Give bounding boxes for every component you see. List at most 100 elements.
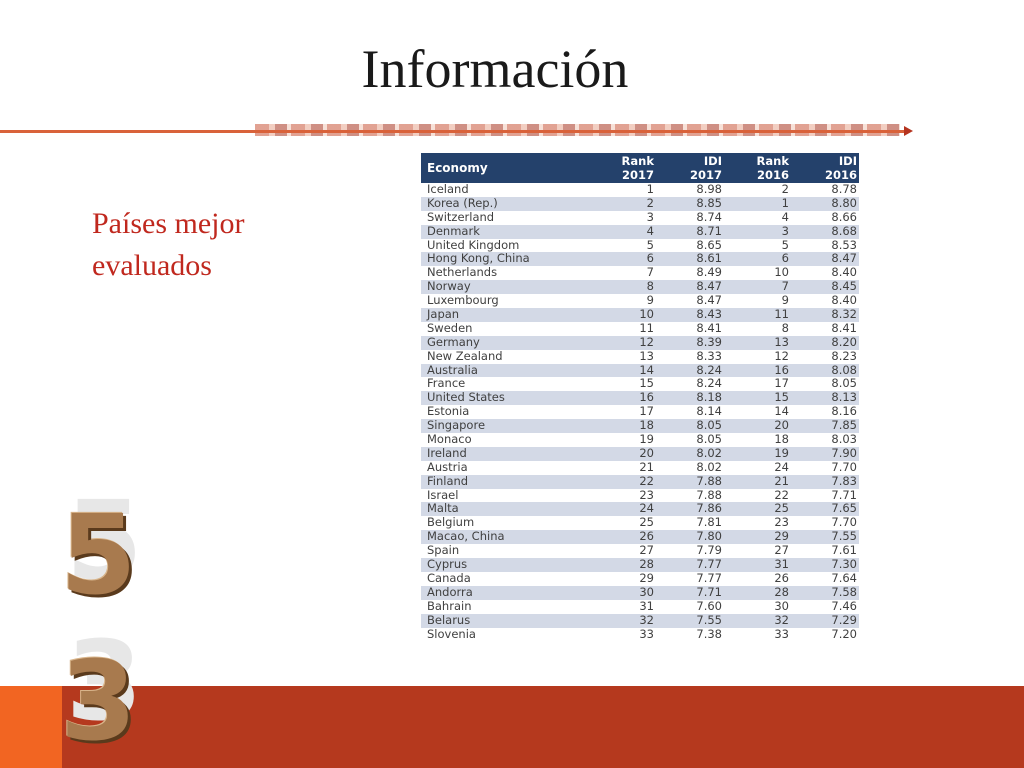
cell-rank-2017: 20: [639, 445, 654, 460]
cell-rank-2016: 18: [774, 432, 789, 447]
cell-idi-2016: 7.83: [831, 473, 857, 488]
cell-economy: Finland: [427, 474, 469, 488]
digit-three: 3: [60, 637, 137, 765]
cell-economy: Andorra: [427, 585, 473, 599]
table-row: Bahrain 31 7.60 30 7.46: [421, 598, 859, 614]
cell-rank-2016: 23: [774, 515, 789, 530]
cell-economy: Macao, China: [427, 530, 505, 544]
table-row: Korea (Rep.) 2 8.85 1 8.80: [421, 195, 859, 211]
cell-rank-2016: 8: [781, 320, 789, 335]
table-row: Sweden 11 8.41 8 8.41: [421, 320, 859, 336]
table-row: Netherlands 7 8.49 10 8.40: [421, 265, 859, 281]
cell-idi-2016: 7.29: [831, 612, 857, 627]
cell-economy: Ireland: [427, 446, 467, 460]
cell-rank-2017: 15: [639, 376, 654, 391]
cell-rank-2016: 14: [774, 404, 789, 419]
cell-idi-2016: 8.47: [831, 251, 857, 266]
cell-rank-2016: 27: [774, 543, 789, 558]
cell-idi-2016: 8.05: [831, 376, 857, 391]
header-rank-2017-label: Rank: [621, 154, 654, 168]
cell-idi-2016: 8.20: [831, 334, 857, 349]
cell-idi-2017: 8.02: [696, 445, 722, 460]
cell-idi-2017: 7.38: [696, 626, 722, 641]
digit-five: 5: [60, 491, 137, 619]
cell-rank-2017: 22: [639, 473, 654, 488]
table-row: Estonia 17 8.14 14 8.16: [421, 404, 859, 420]
cell-economy: Norway: [427, 280, 471, 294]
table-header: Economy Rank 2017 IDI 2017 Rank 2016 IDI…: [421, 153, 859, 183]
cell-idi-2016: 8.53: [831, 237, 857, 252]
cell-idi-2016: 7.55: [831, 529, 857, 544]
cell-idi-2016: 8.68: [831, 223, 857, 238]
table-row: Denmark 4 8.71 3 8.68: [421, 223, 859, 239]
cell-economy: Monaco: [427, 433, 472, 447]
cell-economy: Netherlands: [427, 266, 498, 280]
cell-idi-2017: 8.85: [696, 195, 722, 210]
cell-idi-2017: 8.33: [696, 348, 722, 363]
cell-idi-2016: 7.61: [831, 543, 857, 558]
cell-rank-2017: 5: [646, 237, 654, 252]
cell-rank-2016: 9: [781, 293, 789, 308]
cell-idi-2016: 7.58: [831, 584, 857, 599]
cell-rank-2016: 30: [774, 598, 789, 613]
cell-idi-2017: 8.71: [696, 223, 722, 238]
cell-economy: Singapore: [427, 419, 486, 433]
header-rank-2016: Rank 2016: [724, 153, 791, 183]
cell-idi-2017: 8.65: [696, 237, 722, 252]
cell-idi-2016: 7.85: [831, 418, 857, 433]
cell-rank-2017: 6: [646, 251, 654, 266]
cell-idi-2017: 7.60: [696, 598, 722, 613]
cell-rank-2017: 14: [639, 362, 654, 377]
cell-rank-2016: 16: [774, 362, 789, 377]
cell-idi-2017: 8.24: [696, 376, 722, 391]
bottom-band: [0, 686, 1024, 768]
header-idi-2017-label: IDI: [703, 154, 722, 168]
cell-rank-2016: 12: [774, 348, 789, 363]
cell-idi-2016: 8.08: [831, 362, 857, 377]
table-body: Iceland 1 8.98 2 8.78 Korea (Rep.) 2 8.85 1 8.80 S…: [421, 182, 859, 642]
cell-idi-2017: 7.80: [696, 529, 722, 544]
cell-rank-2017: 19: [639, 432, 654, 447]
cell-idi-2016: 8.16: [831, 404, 857, 419]
cell-rank-2017: 24: [639, 501, 654, 516]
cell-economy: Austria: [427, 460, 468, 474]
cell-rank-2016: 11: [774, 307, 789, 322]
cell-idi-2017: 8.18: [696, 390, 722, 405]
cell-rank-2016: 24: [774, 459, 789, 474]
cell-rank-2016: 3: [781, 223, 789, 238]
cell-idi-2017: 7.77: [696, 557, 722, 572]
cell-rank-2017: 4: [646, 223, 654, 238]
cell-economy: Canada: [427, 571, 471, 585]
digit-ghost-top: 5: [66, 477, 143, 605]
cell-rank-2017: 31: [639, 598, 654, 613]
cell-idi-2017: 8.39: [696, 334, 722, 349]
cell-rank-2017: 7: [646, 265, 654, 280]
cell-rank-2017: 9: [646, 293, 654, 308]
cell-idi-2017: 7.88: [696, 473, 722, 488]
cell-economy: Iceland: [427, 183, 469, 196]
cell-rank-2017: 11: [639, 320, 654, 335]
cell-idi-2017: 8.41: [696, 320, 722, 335]
cell-idi-2016: 8.78: [831, 182, 857, 196]
cell-rank-2016: 32: [774, 612, 789, 627]
cell-idi-2016: 7.71: [831, 487, 857, 502]
cell-idi-2017: 8.98: [696, 182, 722, 196]
cell-rank-2017: 30: [639, 584, 654, 599]
table-row: Singapore 18 8.05 20 7.85: [421, 418, 859, 434]
cell-idi-2016: 7.20: [831, 626, 857, 641]
cell-idi-2016: 8.80: [831, 195, 857, 210]
table-row: France 15 8.24 17 8.05: [421, 376, 859, 392]
table-row: Canada 29 7.77 26 7.64: [421, 570, 859, 586]
header-economy: Economy: [427, 161, 488, 175]
table-row: Iceland 1 8.98 2 8.78: [421, 182, 859, 197]
cell-rank-2017: 17: [639, 404, 654, 419]
cell-rank-2016: 4: [781, 209, 789, 224]
table-row: Cyprus 28 7.77 31 7.30: [421, 557, 859, 572]
slide-title: Información: [361, 39, 629, 99]
cell-rank-2017: 16: [639, 390, 654, 405]
cell-rank-2016: 26: [774, 570, 789, 585]
cell-rank-2016: 25: [774, 501, 789, 516]
cell-idi-2016: 7.90: [831, 445, 857, 460]
cell-idi-2017: 8.47: [696, 293, 722, 308]
cell-rank-2016: 17: [774, 376, 789, 391]
